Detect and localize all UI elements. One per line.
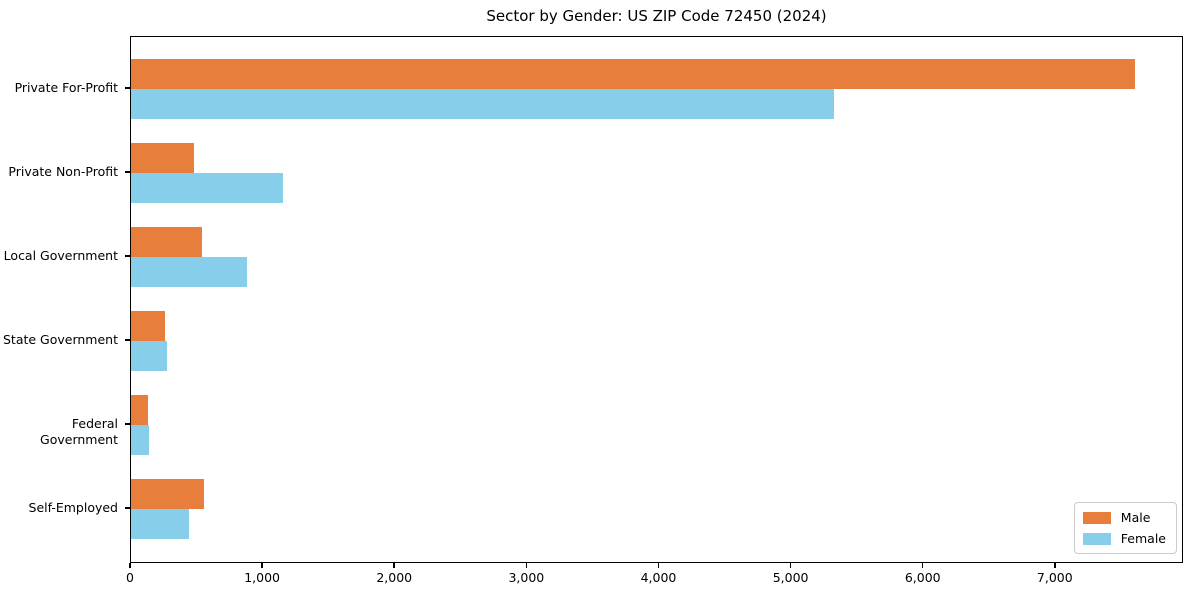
legend: Male Female — [1073, 502, 1177, 554]
y-tick-mark — [125, 339, 130, 341]
y-tick-mark — [125, 255, 130, 257]
x-tick-mark — [789, 563, 792, 568]
legend-swatch-male — [1082, 511, 1111, 524]
bar-male-private-non-profit — [131, 143, 195, 173]
y-tick-label-private-non-profit: Private Non-Profit — [8, 164, 118, 179]
x-tick-mark — [921, 563, 924, 568]
y-tick-label-federal-government: Federal Government — [40, 416, 118, 447]
bar-male-self-employed — [131, 479, 204, 509]
x-tick-mark — [657, 563, 660, 568]
y-tick-mark — [125, 171, 130, 173]
y-tick-mark — [125, 423, 130, 425]
x-tick-mark — [129, 563, 131, 568]
bar-male-local-government — [131, 227, 203, 257]
y-tick-mark — [125, 87, 130, 89]
bar-male-state-government — [131, 311, 166, 341]
bar-female-local-government — [131, 257, 248, 287]
y-tick-label-self-employed: Self-Employed — [28, 500, 118, 515]
x-tick-label-2-000: 2,000 — [376, 570, 413, 585]
legend-label-male: Male — [1120, 510, 1151, 525]
legend-swatch-female — [1082, 532, 1111, 545]
bar-female-federal-government — [131, 425, 150, 455]
x-tick-label-3-000: 3,000 — [508, 570, 545, 585]
x-tick-mark — [1054, 563, 1056, 568]
bar-female-private-for-profit — [131, 89, 834, 119]
x-tick-mark — [393, 563, 395, 568]
plot-area — [130, 36, 1183, 563]
x-tick-label-7-000: 7,000 — [1036, 570, 1073, 585]
legend-entry-female: Female — [1082, 531, 1166, 546]
legend-label-female: Female — [1120, 531, 1166, 546]
x-tick-mark — [261, 563, 263, 568]
chart-title: Sector by Gender: US ZIP Code 72450 (202… — [486, 7, 827, 25]
bar-female-state-government — [131, 341, 167, 371]
bar-male-private-for-profit — [131, 59, 1136, 89]
x-tick-label-5-000: 5,000 — [772, 570, 809, 585]
y-tick-label-state-government: State Government — [2, 332, 118, 347]
bar-female-self-employed — [131, 509, 190, 539]
legend-entry-male: Male — [1082, 510, 1166, 525]
y-tick-label-local-government: Local Government — [3, 248, 118, 263]
x-tick-mark — [525, 563, 528, 568]
y-tick-mark — [125, 507, 130, 509]
x-tick-label-6-000: 6,000 — [904, 570, 941, 585]
x-tick-label-0: 0 — [126, 570, 134, 585]
x-tick-label-4-000: 4,000 — [640, 570, 677, 585]
bar-female-private-non-profit — [131, 173, 283, 203]
x-tick-label-1-000: 1,000 — [244, 570, 280, 585]
bar-male-federal-government — [131, 395, 149, 425]
y-tick-label-private-for-profit: Private For-Profit — [14, 80, 118, 95]
